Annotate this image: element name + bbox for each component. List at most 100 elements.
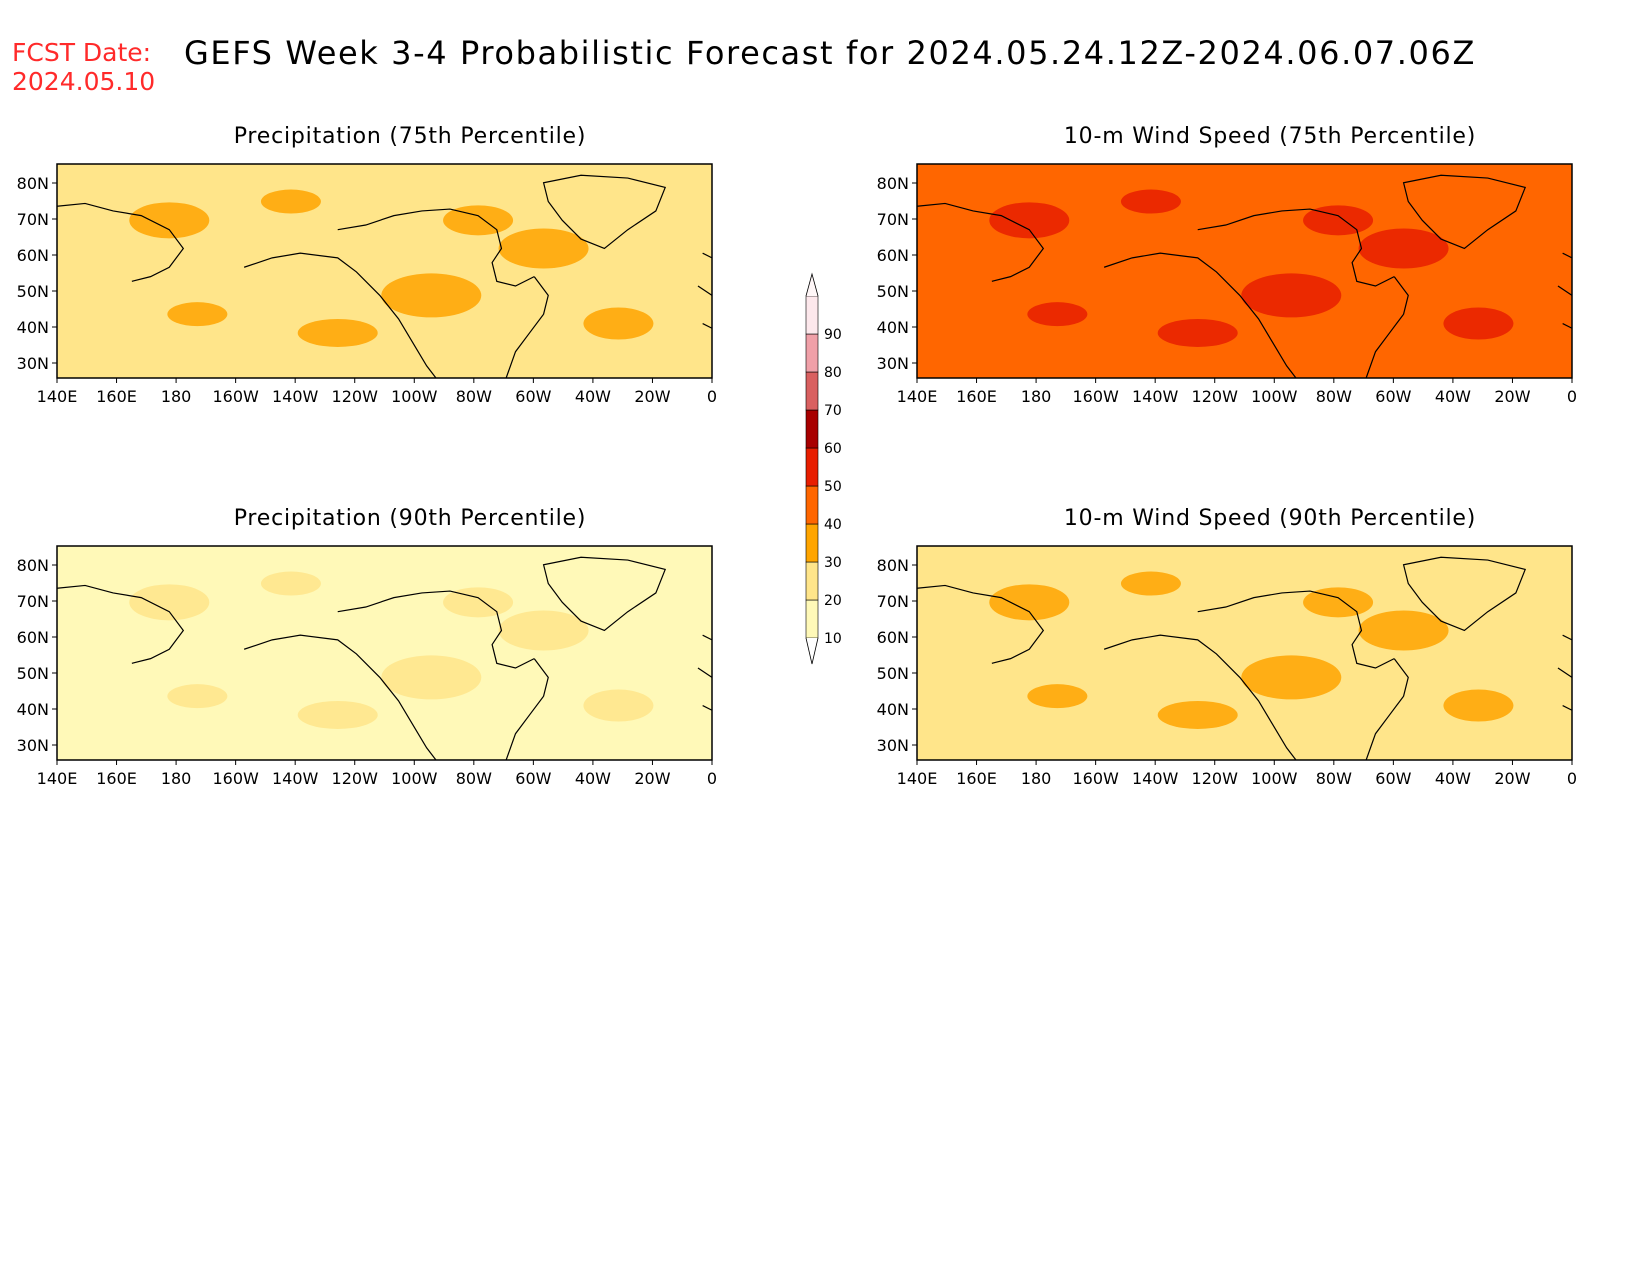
lon-label: 160E bbox=[96, 387, 137, 406]
colorbar: 10 20 30 40 50 60 70 80 90 bbox=[805, 272, 842, 665]
colorbar-top-arrow bbox=[805, 272, 819, 297]
map-contour-patch bbox=[1443, 689, 1514, 722]
coastline bbox=[1104, 253, 1296, 378]
lat-label: 30N bbox=[877, 736, 909, 755]
map-plot: 80N 70N 60N 50N 40N 30N 140E 160E 180 160W 140W 120… bbox=[877, 163, 1577, 406]
lon-label: 0 bbox=[1567, 769, 1577, 788]
lon-label: 160E bbox=[956, 387, 997, 406]
colorbar-swatch bbox=[805, 561, 819, 601]
coastline bbox=[544, 175, 666, 248]
lon-label: 40W bbox=[575, 769, 611, 788]
coastline bbox=[57, 585, 183, 663]
panel-title: Precipitation (90th Percentile) bbox=[233, 506, 587, 531]
map-contour-patch bbox=[1157, 700, 1238, 729]
coastline bbox=[544, 557, 666, 630]
lon-label: 20W bbox=[634, 769, 670, 788]
lon-label: 180 bbox=[161, 387, 192, 406]
map-frame bbox=[916, 163, 1573, 379]
lon-label: 100W bbox=[1251, 769, 1298, 788]
lon-label: 180 bbox=[161, 769, 192, 788]
colorbar-swatch bbox=[805, 599, 819, 639]
lon-label: 0 bbox=[1567, 387, 1577, 406]
colorbar-label: 40 bbox=[824, 517, 842, 533]
coastline bbox=[1198, 209, 1395, 286]
map-contour-patch bbox=[1241, 273, 1342, 318]
map-contour-patch bbox=[167, 302, 228, 327]
lon-label: 40W bbox=[1435, 769, 1471, 788]
lon-label: 140E bbox=[897, 769, 938, 788]
lat-label: 50N bbox=[17, 282, 49, 301]
panel-precip-90: Precipitation (90th Percentile) 80N 70N 60… bbox=[0, 506, 717, 788]
panel-precip-75: Precipitation (75th Percentile) 80N 70N 60… bbox=[0, 124, 717, 406]
lat-label: 50N bbox=[17, 664, 49, 683]
coastline bbox=[506, 659, 548, 760]
panel-wind-90: 10-m Wind Speed (90th Percentile) 80N 70N… bbox=[860, 506, 1577, 788]
lat-label: 70N bbox=[17, 592, 49, 611]
lon-label: 80W bbox=[456, 769, 492, 788]
lon-label: 120W bbox=[1192, 769, 1239, 788]
page-title: GEFS Week 3-4 Probabilistic Forecast for… bbox=[184, 34, 1476, 72]
lat-label: 60N bbox=[877, 628, 909, 647]
map-contour-patch bbox=[1241, 655, 1342, 700]
colorbar-swatch bbox=[805, 523, 819, 563]
coastline bbox=[244, 253, 436, 378]
map-contour-patch bbox=[297, 700, 378, 729]
lon-label: 180 bbox=[1021, 769, 1052, 788]
map-contour-patch bbox=[1303, 587, 1374, 618]
lat-label: 80N bbox=[17, 556, 49, 575]
map-contour-patch bbox=[583, 689, 654, 722]
panel-title: Precipitation (75th Percentile) bbox=[233, 124, 587, 149]
colorbar-swatch bbox=[805, 295, 819, 335]
lon-label: 140W bbox=[272, 769, 319, 788]
lat-label: 50N bbox=[877, 664, 909, 683]
lon-label: 60W bbox=[515, 769, 551, 788]
lat-label: 40N bbox=[17, 700, 49, 719]
map-contour-patch bbox=[1027, 684, 1088, 709]
map-contour-patch bbox=[1120, 189, 1181, 214]
lon-label: 120W bbox=[332, 387, 379, 406]
lon-label: 120W bbox=[1192, 387, 1239, 406]
lon-label: 160W bbox=[212, 769, 259, 788]
lat-label: 70N bbox=[877, 210, 909, 229]
map-plot: 80N 70N 60N 50N 40N 30N 140E 160E 180 160W 140W 120… bbox=[877, 545, 1577, 788]
map-contour-patch bbox=[989, 202, 1070, 239]
map-base-fill bbox=[57, 164, 712, 378]
lat-label: 60N bbox=[17, 628, 49, 647]
panel-title: 10-m Wind Speed (90th Percentile) bbox=[1063, 506, 1477, 531]
lat-label: 40N bbox=[877, 700, 909, 719]
lon-label: 180 bbox=[1021, 387, 1052, 406]
lat-label: 80N bbox=[877, 174, 909, 193]
lon-label: 160W bbox=[1072, 387, 1119, 406]
coastline bbox=[1366, 659, 1408, 760]
coastline bbox=[57, 203, 183, 281]
map-contour-patch bbox=[260, 571, 321, 596]
lat-label: 30N bbox=[17, 354, 49, 373]
coastline bbox=[506, 277, 548, 378]
colorbar-swatch bbox=[805, 485, 819, 525]
map-contour-patch bbox=[443, 587, 514, 618]
coastline bbox=[1558, 253, 1572, 328]
coastline bbox=[698, 635, 712, 710]
lon-label: 20W bbox=[1494, 769, 1530, 788]
lon-label: 60W bbox=[1375, 769, 1411, 788]
map-contour-patch bbox=[498, 228, 589, 269]
coastline bbox=[1404, 175, 1526, 248]
colorbar-label: 60 bbox=[824, 441, 842, 457]
map-contour-patch bbox=[583, 307, 654, 340]
coastline bbox=[338, 209, 535, 286]
colorbar-bottom-arrow bbox=[805, 637, 819, 665]
colorbar-label: 30 bbox=[824, 555, 842, 571]
colorbar-swatch bbox=[805, 447, 819, 487]
colorbar-label: 50 bbox=[824, 479, 842, 495]
lon-label: 20W bbox=[1494, 387, 1530, 406]
lon-label: 120W bbox=[332, 769, 379, 788]
lat-label: 30N bbox=[877, 354, 909, 373]
lat-label: 70N bbox=[17, 210, 49, 229]
map-frame bbox=[916, 545, 1573, 761]
map-plot: 80N 70N 60N 50N 40N 30N 140E 160E 180 160W 140W 120… bbox=[17, 545, 717, 788]
coastline bbox=[338, 591, 535, 668]
map-base-fill bbox=[57, 546, 712, 760]
colorbar-label: 80 bbox=[824, 365, 842, 381]
map-plot: 80N 70N 60N 50N 40N 30N 140E 160E 180 160W 140W 120… bbox=[17, 163, 717, 406]
map-contour-patch bbox=[260, 189, 321, 214]
